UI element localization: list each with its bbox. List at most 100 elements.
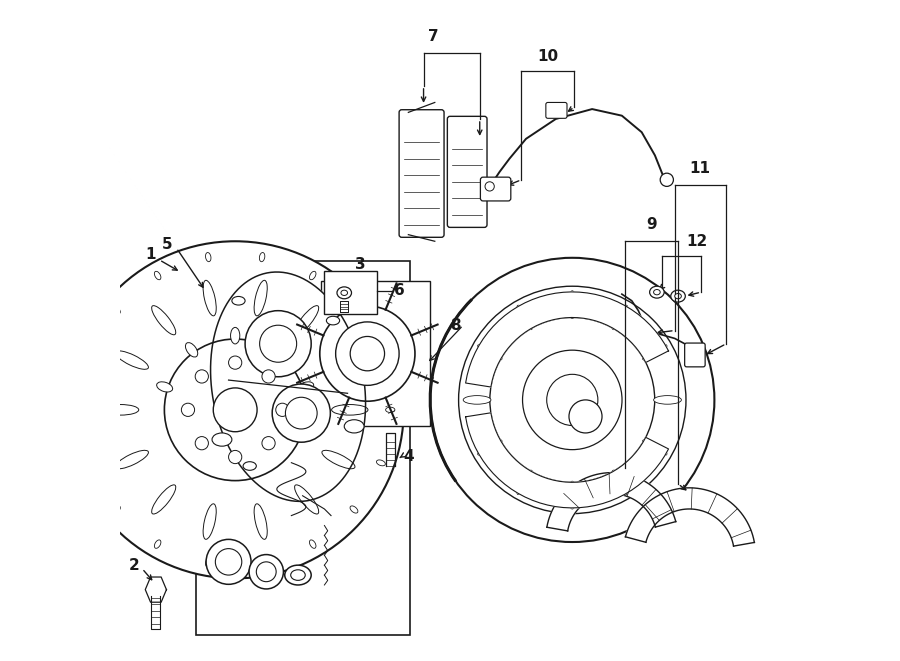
Circle shape <box>215 549 242 575</box>
Circle shape <box>259 325 297 362</box>
Ellipse shape <box>568 481 577 509</box>
Ellipse shape <box>185 342 198 357</box>
Circle shape <box>165 339 306 481</box>
Ellipse shape <box>259 558 265 567</box>
Circle shape <box>285 397 317 429</box>
Ellipse shape <box>653 395 681 404</box>
Ellipse shape <box>85 460 94 466</box>
Ellipse shape <box>327 317 339 325</box>
Ellipse shape <box>243 461 256 471</box>
Ellipse shape <box>464 395 490 404</box>
Circle shape <box>272 384 330 442</box>
Text: 6: 6 <box>394 284 405 298</box>
Circle shape <box>67 241 404 578</box>
Ellipse shape <box>259 253 265 262</box>
Ellipse shape <box>155 540 161 549</box>
FancyBboxPatch shape <box>399 110 444 237</box>
Text: 9: 9 <box>646 217 657 232</box>
Text: 12: 12 <box>687 234 708 249</box>
Ellipse shape <box>653 290 661 295</box>
Ellipse shape <box>643 344 667 360</box>
Ellipse shape <box>517 470 533 494</box>
Ellipse shape <box>205 253 211 262</box>
Ellipse shape <box>103 405 139 415</box>
Ellipse shape <box>203 280 216 316</box>
Ellipse shape <box>291 570 305 580</box>
Circle shape <box>262 370 275 383</box>
Text: 11: 11 <box>689 161 710 176</box>
Ellipse shape <box>294 305 319 335</box>
Circle shape <box>213 388 257 432</box>
Ellipse shape <box>661 173 673 186</box>
FancyBboxPatch shape <box>447 116 487 227</box>
Circle shape <box>249 555 284 589</box>
Ellipse shape <box>284 565 311 585</box>
Ellipse shape <box>376 354 385 360</box>
Text: 4: 4 <box>404 449 414 463</box>
Circle shape <box>546 374 598 426</box>
Circle shape <box>569 400 602 433</box>
Circle shape <box>206 539 251 584</box>
Ellipse shape <box>115 351 148 369</box>
Ellipse shape <box>478 440 502 455</box>
Circle shape <box>523 350 622 449</box>
Polygon shape <box>465 292 669 387</box>
Ellipse shape <box>232 297 245 305</box>
Ellipse shape <box>115 450 148 469</box>
Circle shape <box>262 436 275 449</box>
Ellipse shape <box>650 286 664 298</box>
Ellipse shape <box>230 327 239 344</box>
Bar <box>195 261 410 635</box>
Polygon shape <box>626 488 754 546</box>
Ellipse shape <box>675 293 681 299</box>
Ellipse shape <box>85 354 94 360</box>
Ellipse shape <box>612 305 628 330</box>
Text: 5: 5 <box>162 237 173 252</box>
Ellipse shape <box>212 433 232 446</box>
Circle shape <box>275 403 289 416</box>
Text: 10: 10 <box>537 49 558 63</box>
Ellipse shape <box>155 271 161 280</box>
Ellipse shape <box>157 382 173 392</box>
Bar <box>324 271 377 314</box>
Ellipse shape <box>254 504 267 539</box>
Circle shape <box>195 436 209 449</box>
Ellipse shape <box>322 450 355 469</box>
Ellipse shape <box>337 287 352 299</box>
Ellipse shape <box>341 290 347 295</box>
Circle shape <box>485 182 494 191</box>
Ellipse shape <box>310 540 316 549</box>
Circle shape <box>256 562 276 582</box>
Ellipse shape <box>350 506 358 513</box>
Circle shape <box>320 306 415 401</box>
Ellipse shape <box>205 558 211 567</box>
Circle shape <box>350 336 384 371</box>
Ellipse shape <box>298 382 314 392</box>
Ellipse shape <box>612 470 628 494</box>
Ellipse shape <box>203 504 216 539</box>
Ellipse shape <box>517 305 533 330</box>
Polygon shape <box>145 577 166 602</box>
FancyBboxPatch shape <box>481 177 511 201</box>
Ellipse shape <box>294 485 319 514</box>
Text: 8: 8 <box>450 318 461 332</box>
Ellipse shape <box>310 271 316 280</box>
Text: 1: 1 <box>146 247 156 262</box>
Circle shape <box>182 403 194 416</box>
Circle shape <box>430 258 715 542</box>
Ellipse shape <box>322 351 355 369</box>
Polygon shape <box>465 413 669 508</box>
Text: 2: 2 <box>129 558 140 572</box>
Ellipse shape <box>478 344 502 360</box>
Ellipse shape <box>568 291 577 319</box>
Bar <box>321 281 430 426</box>
Circle shape <box>229 450 242 463</box>
Circle shape <box>336 322 399 385</box>
Polygon shape <box>547 473 676 531</box>
Polygon shape <box>211 272 365 501</box>
Circle shape <box>245 311 311 377</box>
FancyBboxPatch shape <box>545 102 567 118</box>
Circle shape <box>229 356 242 369</box>
Ellipse shape <box>254 280 267 316</box>
Text: 7: 7 <box>428 29 439 44</box>
